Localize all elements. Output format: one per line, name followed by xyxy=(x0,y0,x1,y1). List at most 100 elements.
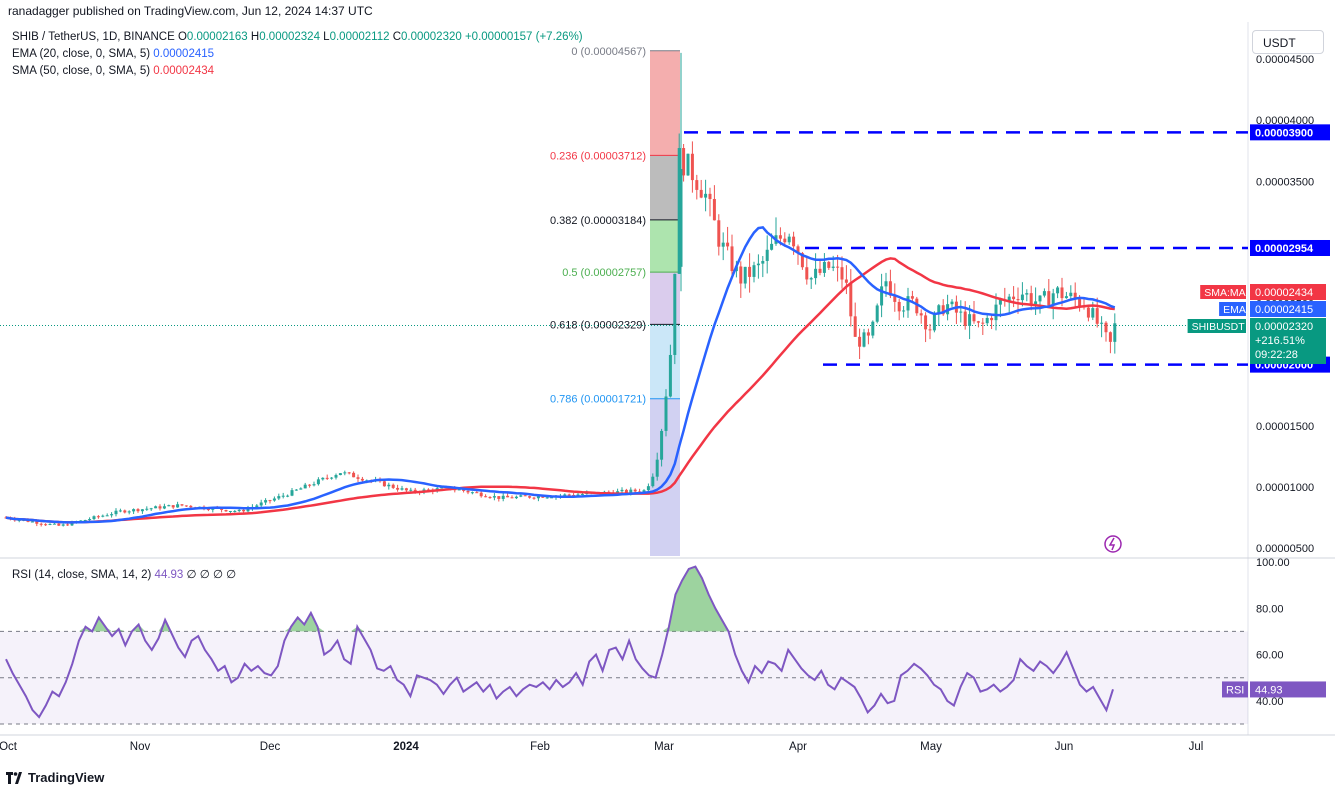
candle-body xyxy=(730,246,734,272)
candle-body xyxy=(809,278,813,280)
price-tag-name: EMA xyxy=(1223,304,1246,316)
price-tick-label: 0.00001000 xyxy=(1256,482,1314,494)
candle-body xyxy=(629,489,633,493)
candle-body xyxy=(88,519,92,521)
candle-body xyxy=(299,488,303,490)
candle-body xyxy=(294,489,298,491)
price-tick-label: 0.00004000 xyxy=(1256,115,1314,127)
time-tick-label: Jun xyxy=(1055,741,1074,753)
rsi-tick-label: 100.00 xyxy=(1256,557,1290,569)
candle-body xyxy=(171,505,175,508)
candle-body xyxy=(1086,307,1090,318)
rsi-tick-label: 60.00 xyxy=(1256,650,1284,662)
candle-body xyxy=(915,298,919,314)
candle-body xyxy=(277,496,281,499)
candle-body xyxy=(466,490,470,493)
candle-body xyxy=(470,492,474,494)
candle-body xyxy=(462,489,466,491)
candle-body xyxy=(541,496,545,498)
candle-body xyxy=(998,299,1002,305)
candle-body xyxy=(506,495,510,498)
footer-brand-label: TradingView xyxy=(28,770,105,785)
candle-body xyxy=(519,495,523,497)
candle-body xyxy=(206,509,210,511)
candle-body xyxy=(924,315,928,330)
candle-body xyxy=(246,508,250,512)
candle-body xyxy=(677,148,681,274)
candle-body xyxy=(906,296,910,311)
candle-body xyxy=(862,332,866,347)
candle-body xyxy=(501,495,505,499)
price-tag-value: 0.00002434 xyxy=(1255,287,1313,299)
rsi-legend: RSI (14, close, SMA, 14, 2) 44.93 ∅ ∅ ∅ … xyxy=(12,567,236,581)
candle-body xyxy=(352,472,356,478)
price-tag-countdown: 09:22:28 xyxy=(1255,349,1298,361)
candle-body xyxy=(726,242,730,247)
candle-body xyxy=(1020,294,1024,301)
candle-body xyxy=(1100,322,1104,324)
footer-brand[interactable]: TradingView xyxy=(6,770,104,785)
ema-legend: EMA (20, close, 0, SMA, 5) 0.00002415 xyxy=(12,48,214,60)
candle-body xyxy=(655,459,659,477)
candle-body xyxy=(1073,292,1077,299)
candle-body xyxy=(721,242,725,247)
fib-level-label: 0.236 (0.00003712) xyxy=(550,150,646,162)
level-price-tag-label: 0.00003900 xyxy=(1255,127,1313,139)
candle-body xyxy=(875,305,879,322)
currency-button[interactable]: USDT xyxy=(1252,30,1324,54)
candle-body xyxy=(387,484,391,487)
candle-body xyxy=(818,268,822,273)
ema-label: EMA (20, close, 0, SMA, 5) xyxy=(12,48,151,60)
candle-body xyxy=(893,295,897,302)
candle-body xyxy=(457,489,461,491)
candle-body xyxy=(686,153,690,176)
candle-body xyxy=(871,321,875,336)
candle-body xyxy=(532,497,536,499)
candle-body xyxy=(488,497,492,499)
candle-body xyxy=(92,516,96,520)
candle-body xyxy=(360,478,364,481)
candle-body xyxy=(290,490,294,496)
publish-caption: ranadagger published on TradingView.com,… xyxy=(8,4,373,18)
candle-body xyxy=(484,496,488,498)
price-tag-name-box xyxy=(1219,302,1246,316)
candle-body xyxy=(316,479,320,485)
candle-body xyxy=(303,484,307,489)
candle-body xyxy=(30,521,34,523)
candle-body xyxy=(836,266,840,268)
rsi-value-tag-label: 44.93 xyxy=(1255,684,1283,696)
candle-body xyxy=(1051,293,1055,306)
price-tag-name: SMA:MA xyxy=(1204,287,1245,299)
level-price-tag xyxy=(1250,239,1330,256)
candle-body xyxy=(831,266,835,268)
candle-body xyxy=(409,489,413,491)
high-label: H xyxy=(250,31,260,43)
candle-body xyxy=(268,500,272,502)
candle-body xyxy=(545,497,549,499)
candle-body xyxy=(827,261,831,268)
candle-body xyxy=(1007,296,1011,301)
candle-body xyxy=(220,508,224,510)
candle-body xyxy=(154,506,158,509)
candle-body xyxy=(814,268,818,279)
candle-body xyxy=(1034,301,1038,305)
fib-zone xyxy=(650,155,680,220)
time-tick-label: Feb xyxy=(530,741,550,753)
candle-body xyxy=(1078,298,1082,307)
rsi-value-tag xyxy=(1250,681,1326,698)
candle-body xyxy=(651,476,655,487)
sma-value: 0.00002434 xyxy=(153,65,215,77)
candle-body xyxy=(237,509,241,512)
candle-body xyxy=(1095,308,1099,324)
candle-body xyxy=(132,509,136,512)
candle-body xyxy=(391,484,395,488)
time-tick-label: May xyxy=(920,741,942,753)
price-tick-label: 0.00004500 xyxy=(1256,54,1314,66)
candle-body xyxy=(783,238,787,243)
price-tag-name-box xyxy=(1187,319,1246,333)
candle-body xyxy=(932,314,936,331)
candle-body xyxy=(668,354,672,397)
high-value: 0.00002324 xyxy=(259,31,320,43)
candle-body xyxy=(167,505,171,507)
